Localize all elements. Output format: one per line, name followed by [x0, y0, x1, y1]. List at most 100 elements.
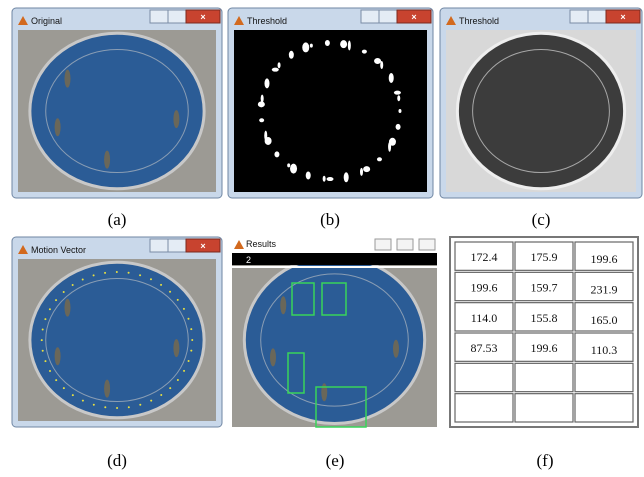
cell-value: 231.9 [591, 283, 618, 297]
close-glyph: × [200, 12, 205, 22]
fish [280, 296, 286, 314]
blob [306, 171, 311, 179]
cell-value: 199.6 [591, 252, 618, 266]
blob [259, 118, 264, 122]
blob [302, 42, 309, 52]
motion-dot [183, 308, 185, 310]
blob [380, 61, 383, 69]
motion-dot [44, 360, 46, 362]
panel-label: (d) [107, 451, 127, 470]
blob [348, 41, 351, 51]
motion-dot [55, 379, 57, 381]
cell-value: 175.9 [531, 250, 558, 264]
blob [388, 142, 391, 152]
fish [270, 348, 276, 366]
motion-dot [150, 400, 152, 402]
motion-dot [63, 387, 65, 389]
blob [289, 51, 294, 59]
blob [290, 164, 297, 174]
blob [261, 95, 264, 103]
motion-dot [82, 278, 84, 280]
blob [374, 58, 381, 64]
image-background [234, 30, 427, 192]
fish [173, 110, 179, 128]
motion-dot [177, 379, 179, 381]
fish [65, 70, 71, 88]
fish [55, 118, 61, 136]
blob [325, 40, 330, 46]
panel-label: (e) [326, 451, 345, 470]
motion-dot [63, 291, 65, 293]
motion-dot [55, 299, 57, 301]
blob [272, 68, 279, 72]
motion-dot [139, 404, 141, 406]
cell-value: 165.0 [591, 313, 618, 327]
panel-label: (f) [537, 451, 554, 470]
motion-dot [169, 387, 171, 389]
fish [104, 380, 110, 398]
table-cell [515, 363, 573, 391]
table-cell [515, 394, 573, 422]
motion-dot [188, 360, 190, 362]
blob [363, 166, 370, 172]
blob [362, 50, 367, 54]
minimize-button [150, 239, 168, 252]
blob [274, 151, 279, 157]
motion-dot [160, 394, 162, 396]
blob [327, 177, 334, 181]
motion-dot [49, 308, 51, 310]
maximize-button [379, 10, 397, 23]
blob [397, 95, 400, 101]
motion-dot [44, 318, 46, 320]
minimize-button [361, 10, 379, 23]
maximize-button [168, 239, 186, 252]
window-title: Threshold [247, 16, 287, 26]
matlab-icon [234, 240, 244, 249]
figure: (a)Original×(b)Threshold×(c)Threshold×(d… [0, 0, 644, 477]
blob [340, 40, 347, 48]
blob [287, 163, 290, 167]
close-glyph: × [411, 12, 416, 22]
motion-dot [150, 278, 152, 280]
motion-dot [93, 274, 95, 276]
blob [264, 78, 269, 88]
minimize-button [570, 10, 588, 23]
window-title: Threshold [459, 16, 499, 26]
table-cell [455, 363, 513, 391]
window-button [375, 239, 391, 250]
motion-dot [177, 299, 179, 301]
cell-value: 114.0 [471, 311, 498, 325]
window-title: Motion Vector [31, 245, 86, 255]
motion-dot [116, 407, 118, 409]
motion-dot [42, 328, 44, 330]
cell-value: 199.6 [531, 341, 558, 355]
pool [30, 33, 204, 189]
motion-dot [128, 272, 130, 274]
window-title: Original [31, 16, 62, 26]
cell-value: 199.6 [471, 281, 498, 295]
cell-value: 110.3 [591, 343, 618, 357]
motion-dot [82, 400, 84, 402]
fish [104, 151, 110, 169]
cell-value: 87.53 [471, 341, 498, 355]
motion-dot [41, 339, 43, 341]
cell-value: 172.4 [471, 250, 498, 264]
blob [278, 62, 281, 68]
blob [258, 101, 265, 107]
motion-dot [160, 284, 162, 286]
table-cell [575, 394, 633, 422]
motion-dot [42, 350, 44, 352]
motion-dot [187, 318, 189, 320]
blob [360, 168, 363, 176]
motion-dot [104, 406, 106, 408]
blob [344, 172, 349, 182]
close-glyph: × [200, 241, 205, 251]
fish [173, 339, 179, 357]
motion-dot [190, 328, 192, 330]
fish [65, 299, 71, 317]
blob [394, 91, 401, 95]
table-cell [575, 363, 633, 391]
blob [310, 44, 313, 48]
blob [398, 109, 401, 113]
pool [30, 262, 204, 418]
